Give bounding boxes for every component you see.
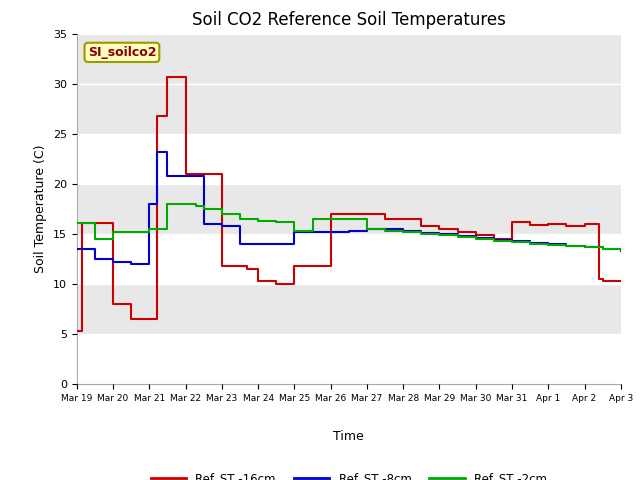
Bar	[77, 84, 621, 134]
Bar	[77, 34, 621, 84]
Y-axis label: Soil Temperature (C): Soil Temperature (C)	[35, 144, 47, 273]
Bar	[77, 284, 621, 334]
Title: Soil CO2 Reference Soil Temperatures: Soil CO2 Reference Soil Temperatures	[192, 11, 506, 29]
Legend: Ref_ST -16cm, Ref_ST -8cm, Ref_ST -2cm: Ref_ST -16cm, Ref_ST -8cm, Ref_ST -2cm	[146, 468, 552, 480]
Bar	[77, 134, 621, 184]
Bar	[77, 334, 621, 384]
Bar	[77, 184, 621, 234]
X-axis label: Time: Time	[333, 431, 364, 444]
Text: SI_soilco2: SI_soilco2	[88, 46, 156, 59]
Bar	[77, 234, 621, 284]
